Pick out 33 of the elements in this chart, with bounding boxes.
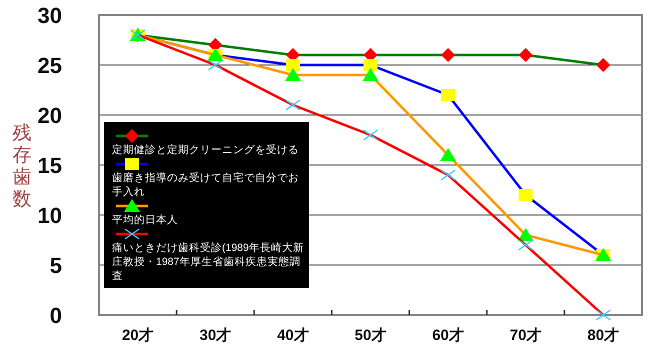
point [596,58,610,72]
x-tick-label: 80才 [587,327,620,344]
x-tick-label: 20才 [122,327,154,344]
y-tick-label: 5 [50,253,62,278]
x-tick-label: 70才 [510,327,542,344]
legend-label: 定期健診と定期クリーニングを受ける [112,143,299,156]
legend-label: 平均的日本人 [112,213,178,226]
point [440,148,456,161]
x-tick-label: 50才 [354,327,386,344]
point [518,48,533,62]
point [518,228,534,241]
point [284,68,301,81]
y-tick-label: 20 [38,103,62,128]
point [286,59,300,71]
y-tick-label: 0 [50,303,62,328]
y-tick-label: 10 [38,203,62,228]
point [362,68,378,81]
point [518,240,534,250]
point [364,59,378,71]
point [596,310,611,320]
y-tick-label: 15 [38,153,62,178]
legend-label: 痛いときだけ歯科受診(1989年長崎大新庄教授・1987年厚生省歯科疾患実態調査 [112,241,304,282]
point [208,60,223,70]
x-tick-label: 30才 [200,327,232,344]
x-tick-label: 40才 [277,327,309,344]
point [441,48,456,62]
legend-label: 歯磨き指導のみ受けて自宅で自分でお手入れ [112,171,299,198]
point [441,89,456,101]
point [518,189,533,201]
y-tick-label: 25 [38,53,62,78]
x-tick-label: 60才 [432,327,464,344]
y-axis-title: 残存歯数 [12,123,32,210]
y-tick-label: 30 [38,3,62,28]
